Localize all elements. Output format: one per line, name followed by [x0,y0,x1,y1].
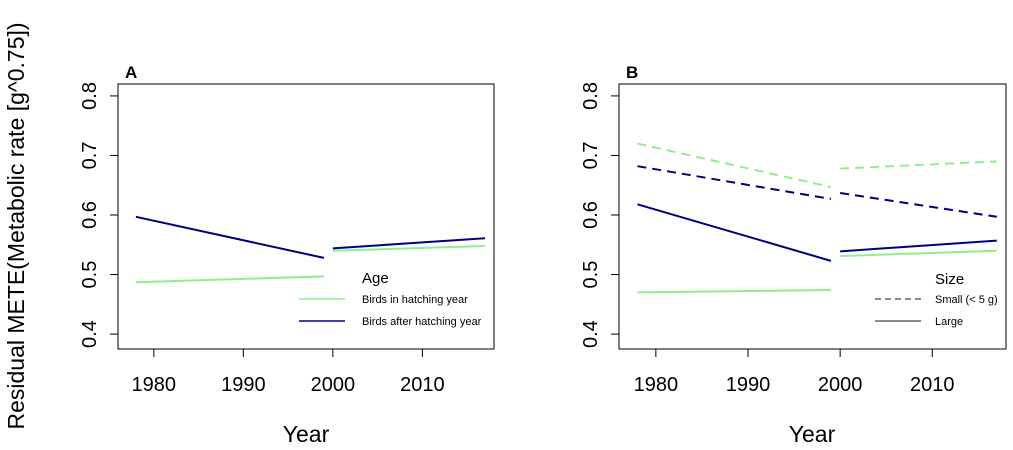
series-line [332,244,486,252]
series-line [840,249,997,258]
panel-b-x-axis-title: Year [789,421,836,447]
y-tick-label: 0.8 [79,82,101,110]
panel-a-legend-title: Age [362,270,389,287]
y-tick-label: 0.5 [79,261,101,289]
x-tick-label: 2000 [311,374,356,396]
panel-a-label: A [125,63,137,82]
x-tick-label: 2010 [400,374,445,396]
series-line [637,289,831,294]
panel-b-series [637,142,997,294]
panel-a-x-axis: 1980 1990 2000 2010 [132,349,445,396]
panel-b-legend-label-0: Small (< 5 g) [935,294,998,306]
panel-a-series [135,215,486,284]
x-tick-label: 2000 [818,374,863,396]
y-tick-label: 0.4 [580,320,602,348]
panel-b-legend: Size Small (< 5 g) Large [875,271,998,328]
panel-b-y-axis: 0.4 0.5 0.6 0.7 0.8 [580,82,619,348]
panel-a-y-axis: 0.4 0.5 0.6 0.7 0.8 [79,82,118,348]
y-tick-label: 0.6 [580,201,602,229]
x-tick-label: 1980 [634,374,679,396]
x-tick-label: 1990 [726,374,771,396]
x-tick-label: 1990 [221,374,266,396]
y-tick-label: 0.8 [580,82,602,110]
y-axis-title: Residual METE(Metabolic rate [g^0.75]) [3,22,29,429]
y-tick-label: 0.7 [580,142,602,170]
y-tick-label: 0.7 [79,142,101,170]
panel-a: A 1980 1990 2000 2010 0.4 0.5 0.6 0.7 0.8 Age B… [79,63,495,447]
panel-a-legend-label-1: Birds after hatching year [362,316,482,328]
panel-b-x-axis: 1980 1990 2000 2010 [634,349,955,396]
panel-a-legend: Age Birds in hatching year Birds after h… [299,270,482,328]
series-line [637,203,832,262]
series-line [135,275,324,284]
series-line [332,237,486,250]
y-tick-label: 0.6 [79,201,101,229]
panel-b-label: B [626,63,638,82]
x-tick-label: 1980 [132,374,177,396]
panel-b-plot-frame [618,83,1007,350]
panel-a-plot-frame [117,83,495,350]
panel-a-x-axis-title: Year [283,421,330,447]
series-line [839,191,997,218]
series-line [135,215,325,259]
panel-b-legend-title: Size [935,271,964,288]
panel-a-legend-label-0: Birds in hatching year [362,294,468,306]
x-tick-label: 2010 [910,374,955,396]
y-tick-label: 0.5 [580,261,602,289]
series-line [840,239,997,253]
y-tick-label: 0.4 [79,320,101,348]
panel-b: B 1980 1990 2000 2010 0.4 0.5 0.6 0.7 0.8 Size … [580,63,1007,447]
series-line [637,142,832,188]
series-line [840,160,997,170]
panel-b-legend-label-1: Large [935,316,963,328]
series-line [637,165,832,200]
